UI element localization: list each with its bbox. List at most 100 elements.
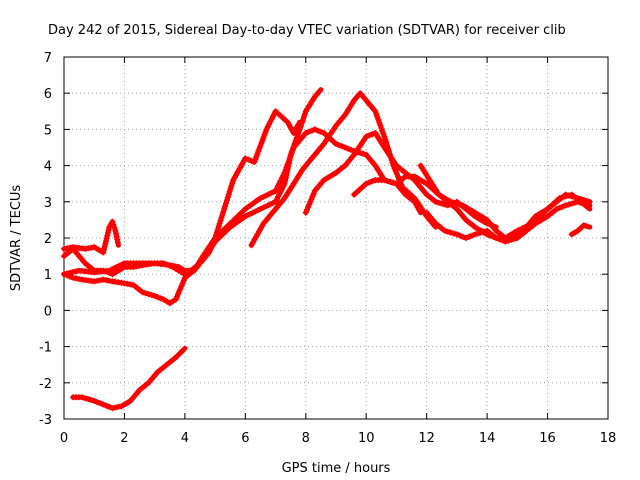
data-point (580, 200, 587, 207)
y-tick-label: 1 (44, 268, 52, 283)
data-point (103, 268, 110, 275)
data-point (264, 123, 271, 130)
data-point (229, 180, 236, 186)
data-point (339, 143, 345, 150)
series-trace-3 (61, 108, 303, 278)
data-point (106, 403, 113, 410)
y-tick-label: 0 (44, 304, 52, 319)
data-point (221, 206, 228, 212)
data-point (248, 157, 255, 164)
data-point (286, 155, 293, 162)
data-point (444, 228, 451, 235)
data-point (478, 229, 485, 236)
data-point (303, 206, 310, 213)
data-point (472, 231, 478, 238)
data-point (571, 199, 578, 206)
data-point (103, 235, 110, 242)
data-point (179, 347, 186, 354)
data-point (281, 169, 288, 176)
data-point (306, 201, 313, 208)
data-point (73, 268, 80, 275)
data-point (145, 291, 152, 298)
data-point (101, 243, 108, 250)
data-point (393, 170, 400, 177)
data-point (251, 159, 258, 165)
data-point (217, 217, 224, 224)
data-point (475, 230, 481, 237)
data-point (160, 296, 167, 303)
data-point (110, 221, 117, 228)
data-point (245, 156, 252, 163)
data-point (179, 280, 186, 287)
x-tick-label: 14 (479, 431, 496, 446)
data-point (302, 209, 309, 216)
data-point (218, 214, 225, 221)
data-point (305, 204, 311, 211)
data-point (505, 237, 512, 244)
data-point (82, 395, 89, 402)
data-point (379, 128, 386, 134)
data-point (333, 140, 339, 147)
data-point (372, 108, 379, 115)
data-point (496, 236, 503, 243)
data-point (508, 236, 515, 243)
data-point (94, 399, 101, 406)
data-point (441, 227, 448, 234)
data-point (456, 201, 463, 208)
data-point (105, 229, 111, 236)
data-point (360, 150, 367, 157)
data-point (565, 201, 572, 208)
data-point (166, 262, 173, 269)
data-point (574, 198, 581, 205)
data-point (453, 200, 460, 207)
data-point (308, 127, 315, 134)
data-point (511, 235, 518, 242)
data-point (294, 132, 301, 138)
data-point (67, 273, 73, 280)
data-point (223, 200, 229, 207)
data-point (226, 188, 233, 195)
data-point (314, 127, 321, 134)
data-point (175, 267, 182, 274)
x-tick-label: 4 (181, 431, 189, 446)
x-tick-label: 0 (60, 431, 68, 446)
data-point (310, 190, 317, 197)
data-point (97, 400, 104, 407)
data-point (369, 131, 376, 138)
data-point (214, 226, 221, 233)
data-point (453, 231, 460, 238)
data-point (562, 202, 569, 209)
data-point (175, 291, 182, 298)
data-point (502, 238, 509, 245)
data-point (109, 218, 116, 225)
data-point (432, 198, 439, 205)
data-point (553, 206, 560, 212)
data-point (64, 272, 70, 279)
data-point (104, 232, 111, 239)
x-tick-label: 12 (418, 431, 435, 446)
data-point (85, 396, 92, 403)
y-tick-label: -1 (39, 341, 52, 356)
data-point (100, 267, 107, 274)
data-point (583, 223, 590, 230)
data-point (215, 223, 222, 230)
data-point (571, 194, 578, 201)
data-point (311, 126, 318, 133)
x-tick-label: 10 (358, 431, 375, 446)
series-trace-9 (423, 198, 593, 245)
y-tick-label: 4 (44, 160, 52, 175)
data-point (481, 228, 488, 235)
y-tick-label: 5 (44, 123, 52, 138)
data-point (317, 128, 324, 135)
data-point (257, 142, 264, 149)
data-point (373, 111, 380, 118)
data-point (220, 208, 227, 215)
data-point (284, 161, 291, 168)
x-tick-label: 2 (120, 431, 128, 446)
data-point (142, 290, 149, 297)
data-point (106, 270, 113, 276)
data-point (559, 203, 566, 210)
data-point (114, 239, 121, 246)
y-tick-label: 2 (44, 232, 52, 247)
